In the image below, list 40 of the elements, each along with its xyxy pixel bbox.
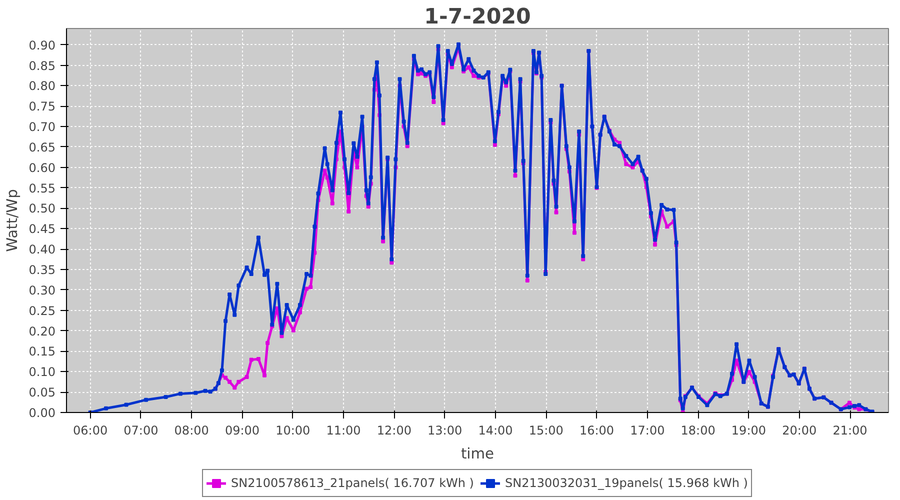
y-tick-label: 0.15	[28, 344, 56, 359]
x-tick-label: 06:00	[73, 424, 108, 438]
x-tick-label: 09:00	[224, 424, 260, 438]
y-axis-title: Watt/Wp	[4, 189, 21, 252]
x-tick-label: 17:00	[630, 424, 665, 438]
y-tick-label: 0.40	[28, 242, 56, 257]
y-tick-label: 0.20	[28, 324, 56, 338]
x-tick-label: 10:00	[276, 424, 310, 438]
x-tick-label: 07:00	[124, 424, 158, 438]
y-tick-label: 0.00	[28, 406, 56, 420]
x-tick-label: 11:00	[326, 424, 361, 438]
x-tick-label: 15:00	[528, 424, 564, 438]
x-tick-label: 13:00	[428, 424, 462, 438]
y-tick-label: 0.85	[28, 58, 56, 73]
y-tick-label: 0.25	[28, 304, 56, 318]
x-tick-label: 16:00	[579, 424, 614, 438]
y-tick-label: 0.45	[28, 222, 56, 236]
x-tick-label: 21:00	[832, 424, 868, 438]
y-tick-label: 0.80	[28, 79, 56, 94]
x-axis-title: time	[460, 446, 494, 462]
x-tick-label: 19:00	[731, 424, 766, 438]
x-tick-label: 18:00	[680, 424, 716, 438]
y-tick-label: 0.70	[28, 120, 56, 134]
y-tick-label: 0.50	[28, 202, 56, 216]
x-tick-label: 14:00	[478, 424, 513, 438]
y-tick-label: 0.30	[28, 283, 56, 298]
legend-label: SN2100578613_21panels( 16.707 kWh )	[231, 476, 474, 490]
y-tick-label: 0.35	[28, 263, 56, 278]
y-tick-label: 0.65	[28, 140, 56, 154]
legend-label: SN2130032031_19panels( 15.968 kWh )	[505, 476, 748, 490]
y-tick-label: 0.90	[28, 38, 56, 52]
y-tick-label: 0.75	[28, 100, 56, 114]
y-tick-label: 0.60	[28, 160, 56, 175]
y-tick-label: 0.10	[28, 365, 56, 380]
x-tick-label: 08:00	[174, 424, 209, 438]
y-tick-label: 0.05	[28, 386, 56, 400]
y-tick-label: 0.55	[28, 181, 56, 196]
x-tick-label: 12:00	[376, 424, 412, 438]
chart-title: 1-7-2020	[424, 4, 531, 30]
x-tick-label: 20:00	[782, 424, 817, 438]
